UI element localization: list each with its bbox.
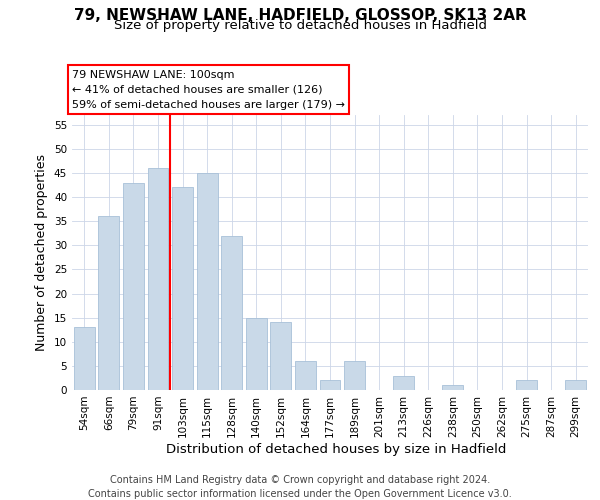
Bar: [565, 380, 586, 390]
Bar: [246, 318, 267, 390]
Text: 79 NEWSHAW LANE: 100sqm
← 41% of detached houses are smaller (126)
59% of semi-d: 79 NEWSHAW LANE: 100sqm ← 41% of detache…: [72, 70, 345, 110]
Bar: [123, 182, 144, 390]
Bar: [271, 322, 292, 390]
Bar: [320, 380, 340, 390]
Text: 79, NEWSHAW LANE, HADFIELD, GLOSSOP, SK13 2AR: 79, NEWSHAW LANE, HADFIELD, GLOSSOP, SK1…: [74, 8, 526, 22]
Y-axis label: Number of detached properties: Number of detached properties: [35, 154, 49, 351]
Bar: [74, 328, 95, 390]
Bar: [172, 188, 193, 390]
Text: Contains HM Land Registry data © Crown copyright and database right 2024.
Contai: Contains HM Land Registry data © Crown c…: [88, 475, 512, 499]
Text: Distribution of detached houses by size in Hadfield: Distribution of detached houses by size …: [166, 442, 506, 456]
Bar: [442, 385, 463, 390]
Bar: [98, 216, 119, 390]
Bar: [516, 380, 537, 390]
Bar: [393, 376, 414, 390]
Bar: [148, 168, 169, 390]
Text: Size of property relative to detached houses in Hadfield: Size of property relative to detached ho…: [113, 18, 487, 32]
Bar: [344, 361, 365, 390]
Bar: [197, 173, 218, 390]
Bar: [221, 236, 242, 390]
Bar: [295, 361, 316, 390]
